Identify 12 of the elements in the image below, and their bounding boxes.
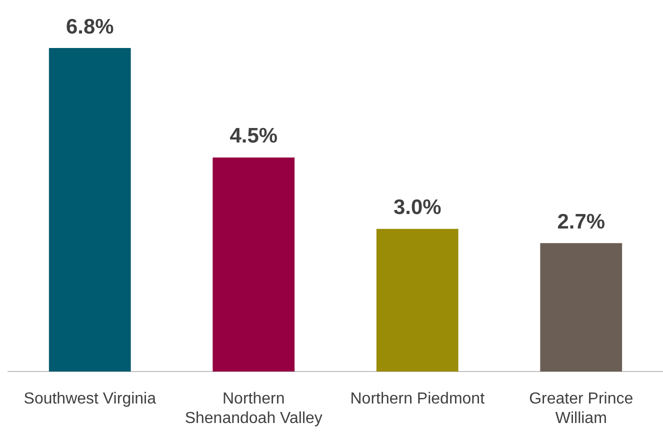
bar xyxy=(212,157,295,372)
x-tick-label: Northern Piedmont xyxy=(350,390,486,408)
data-label: 4.5% xyxy=(230,124,278,148)
x-tick-label: Northern Shenandoah Valley xyxy=(184,390,322,427)
data-label: 6.8% xyxy=(66,15,114,38)
x-tick-label: Southwest Virginia xyxy=(24,390,156,408)
bar xyxy=(48,48,131,372)
bar xyxy=(376,228,458,372)
data-label: 2.7% xyxy=(557,210,606,234)
bar xyxy=(540,243,622,372)
data-label: 3.0% xyxy=(393,196,442,220)
x-tick-label: Greater Prince William xyxy=(529,390,634,427)
